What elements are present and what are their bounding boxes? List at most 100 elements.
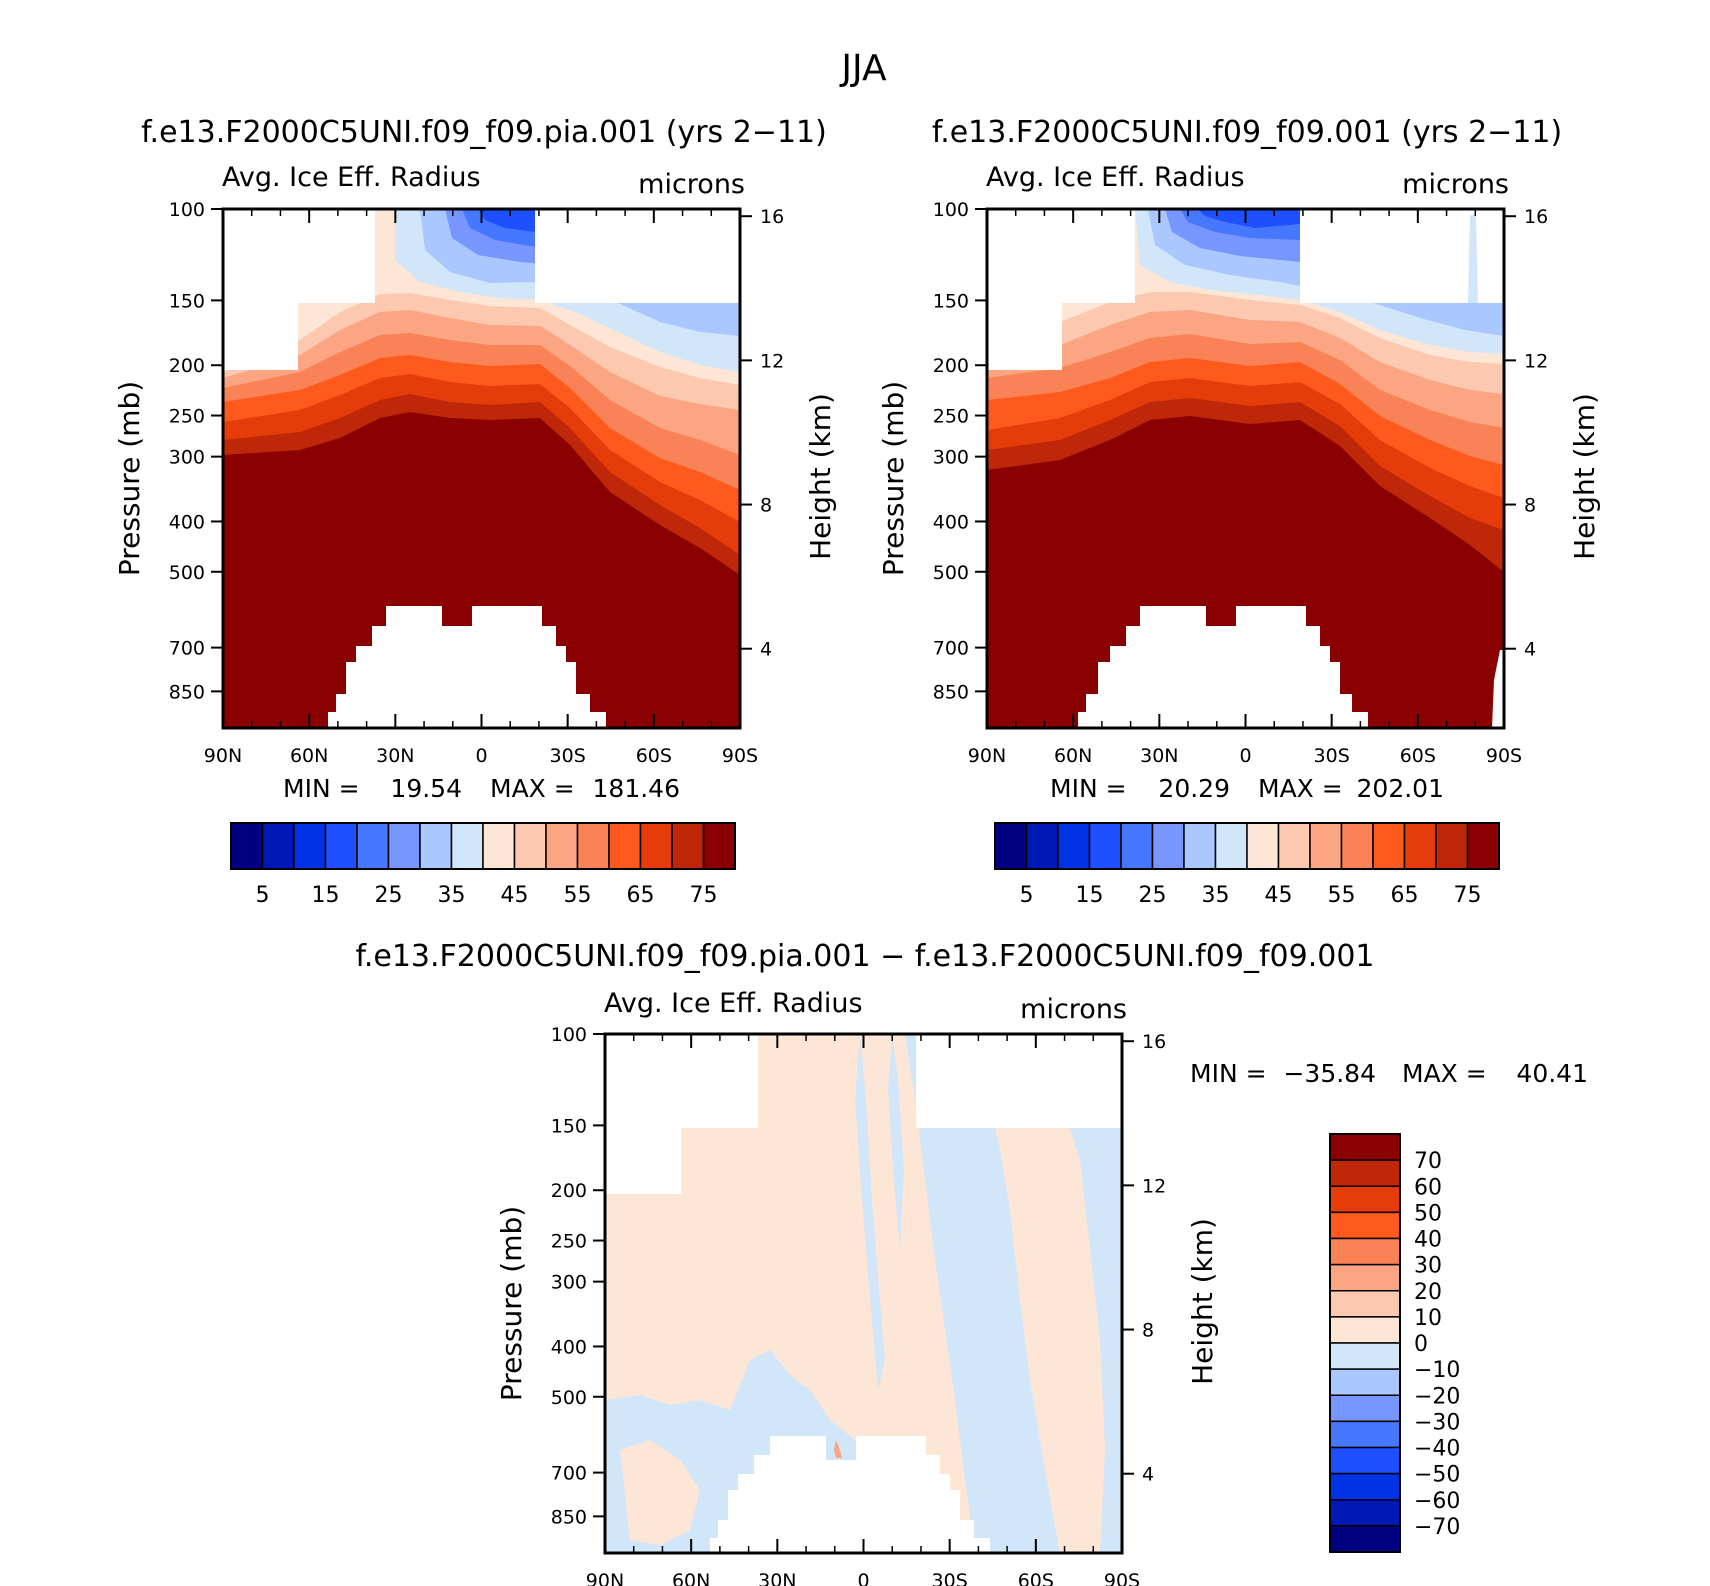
panel-c-colorbar-swatch: [1329, 1499, 1401, 1527]
panel-b-y-tick-label: 850: [933, 681, 969, 703]
panel-c-region: [888, 1034, 904, 1250]
panel-a-x-tick-label: 60N: [290, 745, 328, 767]
panel-a-colorbar-label: 45: [501, 883, 529, 908]
panel-b-x-tick-label: 90N: [968, 745, 1006, 767]
panel-c-colorbar-swatch: [1329, 1185, 1401, 1214]
panel-c-units: microns: [1020, 994, 1127, 1025]
panel-a-colorbar-swatch: [419, 822, 453, 870]
panel-b-x-tick-label: 0: [1239, 745, 1251, 767]
panel-a-y-tick-label: 500: [169, 562, 205, 584]
panel-c-colorbar-swatch: [1329, 1211, 1401, 1240]
panel-a-max-label: MAX =: [490, 774, 575, 803]
panel-a-colorbar-swatch: [293, 822, 327, 870]
panel-b-colorbar-swatch: [1309, 822, 1343, 870]
panel-a-colorbar-swatch: [387, 822, 421, 870]
panel-b-colorbar-label: 35: [1202, 883, 1230, 908]
panel-c-y-tick-label: 500: [551, 1387, 587, 1409]
panel-b-colorbar-swatch: [1246, 822, 1280, 870]
panel-a-x-tick-label: 90S: [722, 745, 758, 767]
panel-b-colorbar-swatch: [1466, 822, 1500, 870]
panel-b-missing: [987, 209, 1135, 370]
panel-b-y-tick-label: 700: [933, 638, 969, 660]
panel-a-stats: MIN = 19.54 MAX = 181.46: [283, 774, 680, 803]
panel-b-y-tick-label: 500: [933, 562, 969, 584]
panel-c-x-tick-label: 60N: [672, 1570, 710, 1586]
panel-b-y-tick-label: 200: [933, 355, 969, 377]
panel-c-min-value: −35.84: [1283, 1059, 1376, 1088]
panel-c-y-tick-label: 250: [551, 1231, 587, 1253]
panel-a-y-tick-label: 200: [169, 355, 205, 377]
panel-a-colorbar-swatch: [324, 822, 358, 870]
panel-b-y2-label: Height (km): [1568, 393, 1601, 560]
panel-b-y-label: Pressure (mb): [877, 381, 910, 576]
figure-title: JJA: [839, 48, 887, 89]
panel-b-axes: 90N 60N 30N 0 30S 60S 90S 100 150 200 250 300 400 500…: [877, 199, 1601, 767]
panel-a-colorbar-swatch: [513, 822, 547, 870]
panel-b-missing: [1078, 606, 1368, 728]
panel-a-colorbar-label: 55: [564, 883, 592, 908]
panel-c: f.e13.F2000C5UNI.f09_f09.pia.001 − f.e13…: [355, 939, 1588, 1586]
panel-c-colorbar-swatch: [1329, 1394, 1401, 1423]
panel-c-y-tick-label: 150: [551, 1115, 587, 1137]
panel-a-colorbar-swatch: [261, 822, 295, 870]
panel-c-region: [1110, 1150, 1122, 1260]
panel-c-x-tick-label: 30N: [758, 1570, 796, 1586]
panel-b-y2-tick-label: 4: [1524, 639, 1536, 661]
panel-b-colorbar-label: 45: [1265, 883, 1293, 908]
panel-a-colorbar-label: 5: [256, 883, 270, 908]
panel-a: f.e13.F2000C5UNI.f09_f09.pia.001 (yrs 2−…: [113, 115, 837, 908]
panel-c-colorbar-label: 20: [1414, 1280, 1442, 1305]
panel-b-colorbar: 5 15 25 35 45 55 65 75: [994, 822, 1500, 908]
panel-a-colorbar-swatch: [576, 822, 610, 870]
panel-a-y-tick-label: 300: [169, 447, 205, 469]
panel-b-colorbar-label: 15: [1076, 883, 1104, 908]
panel-b-colorbar-label: 25: [1139, 883, 1167, 908]
panel-c-colorbar-swatch: [1329, 1159, 1401, 1187]
panel-a-variable: Avg. Ice Eff. Radius: [222, 162, 481, 193]
panel-c-colorbar-label: −20: [1414, 1384, 1460, 1409]
panel-b-x-tick-label: 60S: [1400, 745, 1436, 767]
panel-b-y-tick-label: 400: [933, 511, 969, 533]
panel-c-colorbar-label: −30: [1414, 1410, 1460, 1435]
panel-b-colorbar-swatch: [1151, 822, 1185, 870]
panel-a-x-tick-label: 90N: [204, 745, 242, 767]
panel-c-axes: 90N 60N 30N 0 30S 60S 90S 100 150 200 250 300 400 500…: [495, 1024, 1219, 1586]
panel-c-colorbar-frame: [1329, 1133, 1401, 1553]
panel-c-contour-field: [605, 1034, 1122, 1553]
panel-c-y-tick-label: 850: [551, 1506, 587, 1528]
panel-b-colorbar-label: 65: [1391, 883, 1419, 908]
panel-c-y-tick-label: 700: [551, 1463, 587, 1485]
panel-b-y-tick-label: 100: [933, 199, 969, 221]
panel-b-x-tick-label: 30N: [1140, 745, 1178, 767]
panel-c-max-label: MAX =: [1402, 1059, 1487, 1088]
panel-b-colorbar-swatch: [1120, 822, 1154, 870]
panel-c-variable: Avg. Ice Eff. Radius: [604, 988, 863, 1019]
panel-a-colorbar-label: 25: [375, 883, 403, 908]
panel-a-min-label: MIN =: [283, 774, 360, 803]
panel-b-y-tick-label: 250: [933, 406, 969, 428]
panel-c-colorbar-swatch: [1329, 1525, 1401, 1553]
panel-a-units: microns: [638, 169, 745, 200]
panel-c-region: [620, 1440, 700, 1545]
panel-c-missing: [605, 1034, 758, 1194]
panel-a-colorbar-swatch: [356, 822, 390, 870]
panel-c-y-tick-label: 300: [551, 1272, 587, 1294]
panel-c-min-label: MIN =: [1190, 1059, 1267, 1088]
panel-c-colorbar-swatch: [1329, 1472, 1401, 1501]
panel-c-colorbar-label: −60: [1414, 1489, 1460, 1514]
panel-b-y2-tick-label: 12: [1524, 350, 1548, 372]
panel-a-colorbar-swatch: [639, 822, 673, 870]
panel-a-x-tick-label: 30N: [376, 745, 414, 767]
panel-c-missing: [710, 1436, 990, 1553]
panel-c-colorbar-label: 60: [1414, 1175, 1442, 1200]
panel-c-colorbar-swatch: [1329, 1290, 1401, 1318]
panel-c-colorbar-swatch: [1329, 1420, 1401, 1449]
panel-a-y-tick-label: 100: [169, 199, 205, 221]
panel-b-y2-tick-label: 8: [1524, 495, 1536, 517]
panel-c-y-tick-label: 400: [551, 1336, 587, 1358]
panel-a-missing: [223, 209, 375, 370]
panel-a-colorbar-label: 35: [438, 883, 466, 908]
panel-b-colorbar-label: 75: [1454, 883, 1482, 908]
panel-a-colorbar-label: 65: [627, 883, 655, 908]
